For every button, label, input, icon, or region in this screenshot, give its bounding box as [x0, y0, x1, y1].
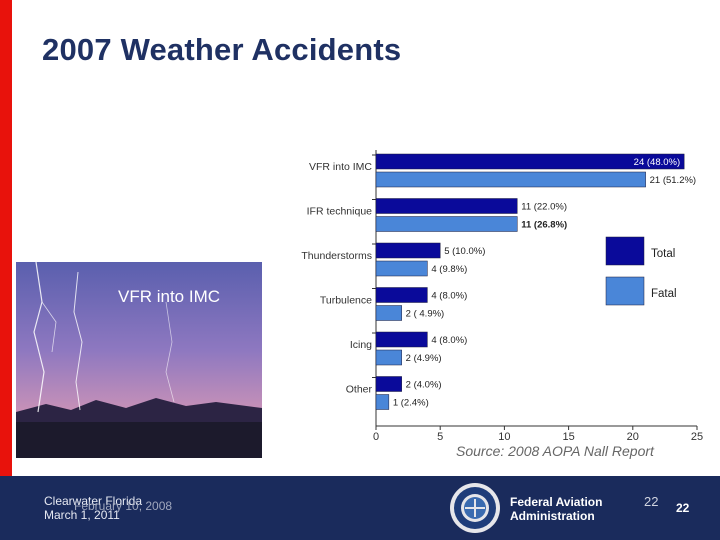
bar-total [375, 331, 428, 348]
bar-total [375, 198, 518, 214]
bar-fatal [375, 171, 646, 188]
org-line-2: Administration [510, 509, 595, 523]
category-label: VFR into IMC [309, 161, 372, 173]
data-label: 4 (9.8%) [431, 264, 467, 275]
bar-total [375, 287, 428, 303]
bar-fatal [375, 394, 390, 410]
category-label: Other [346, 384, 373, 396]
x-tick-label: 0 [373, 431, 379, 443]
bar-total [375, 376, 402, 392]
source-note: Source: 2008 AOPA Nall Report [456, 443, 654, 459]
slide-title: 2007 Weather Accidents [42, 32, 402, 67]
lightning-photo [16, 262, 262, 458]
category-label: Turbulence [320, 295, 372, 307]
category-label: Thunderstorms [301, 250, 372, 262]
bar-total [375, 153, 685, 170]
x-tick-label: 20 [627, 431, 639, 443]
page-number-primary: 22 [644, 494, 659, 509]
footer-location: Clearwater Florida [44, 494, 143, 508]
data-label: 1 (2.4%) [393, 398, 429, 409]
data-label: 4 (8.0%) [431, 335, 467, 346]
category-label: IFR technique [307, 206, 373, 218]
footer-event-info: Clearwater Florida February 10, 2008 Mar… [44, 494, 172, 522]
bar-fatal [375, 349, 402, 366]
x-tick-label: 10 [498, 431, 510, 443]
footer-overlap-date: February 10, 2008 [74, 499, 173, 513]
x-tick-label: 15 [562, 431, 574, 443]
bar-fatal [375, 305, 402, 321]
page-number-secondary: 22 [676, 501, 690, 515]
legend-swatch-fatal [605, 276, 645, 306]
x-tick-label: 25 [691, 431, 703, 443]
data-label: 2 ( 4.9%) [406, 309, 445, 320]
org-line-1: Federal Aviation [510, 495, 603, 509]
legend-label: Fatal [651, 288, 677, 300]
footer-date: March 1, 2011 [44, 508, 120, 522]
data-label: 5 (10.0%) [444, 246, 485, 257]
bar-chart: VFR into IMC 24 (48.0%) 21 (51.2%) IFR tech… [301, 150, 703, 443]
photo-caption: VFR into IMC [118, 287, 221, 306]
data-label: 4 (8.0%) [431, 291, 467, 302]
accent-bar [0, 0, 12, 476]
faa-seal-icon [450, 483, 500, 533]
bar-fatal [375, 260, 428, 277]
x-tick-label: 5 [437, 431, 443, 443]
footer-org-name: Federal Aviation Administration [510, 495, 602, 523]
bar-fatal [375, 216, 518, 232]
legend-label: Total [651, 248, 675, 260]
legend-swatch-total [605, 236, 645, 266]
data-label: 21 (51.2%) [650, 175, 696, 186]
category-label: Icing [350, 339, 372, 351]
data-label: 2 (4.9%) [406, 353, 442, 364]
data-label: 11 (26.8%) [521, 220, 567, 231]
data-label: 2 (4.0%) [406, 380, 442, 391]
data-label: 11 (22.0%) [521, 202, 567, 213]
data-label: 24 (48.0%) [634, 157, 680, 168]
footer-bar: Clearwater Florida February 10, 2008 Mar… [0, 476, 720, 540]
bar-total [375, 242, 441, 259]
